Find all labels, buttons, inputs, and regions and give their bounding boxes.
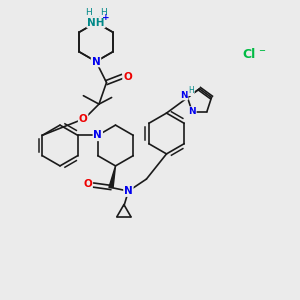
Text: N: N	[124, 186, 133, 196]
Text: O: O	[123, 71, 132, 82]
Text: N: N	[188, 107, 196, 116]
Polygon shape	[109, 166, 116, 188]
Text: O: O	[83, 179, 92, 189]
Text: N: N	[92, 56, 100, 67]
Text: O: O	[79, 113, 88, 124]
Text: H: H	[100, 8, 107, 17]
Text: N: N	[180, 91, 188, 100]
Text: Cl: Cl	[242, 47, 256, 61]
Text: H: H	[188, 86, 194, 95]
Text: NH: NH	[87, 17, 105, 28]
Text: +: +	[102, 13, 110, 22]
Text: N: N	[94, 130, 102, 140]
Text: H: H	[85, 8, 92, 17]
Text: ⁻: ⁻	[258, 47, 265, 61]
